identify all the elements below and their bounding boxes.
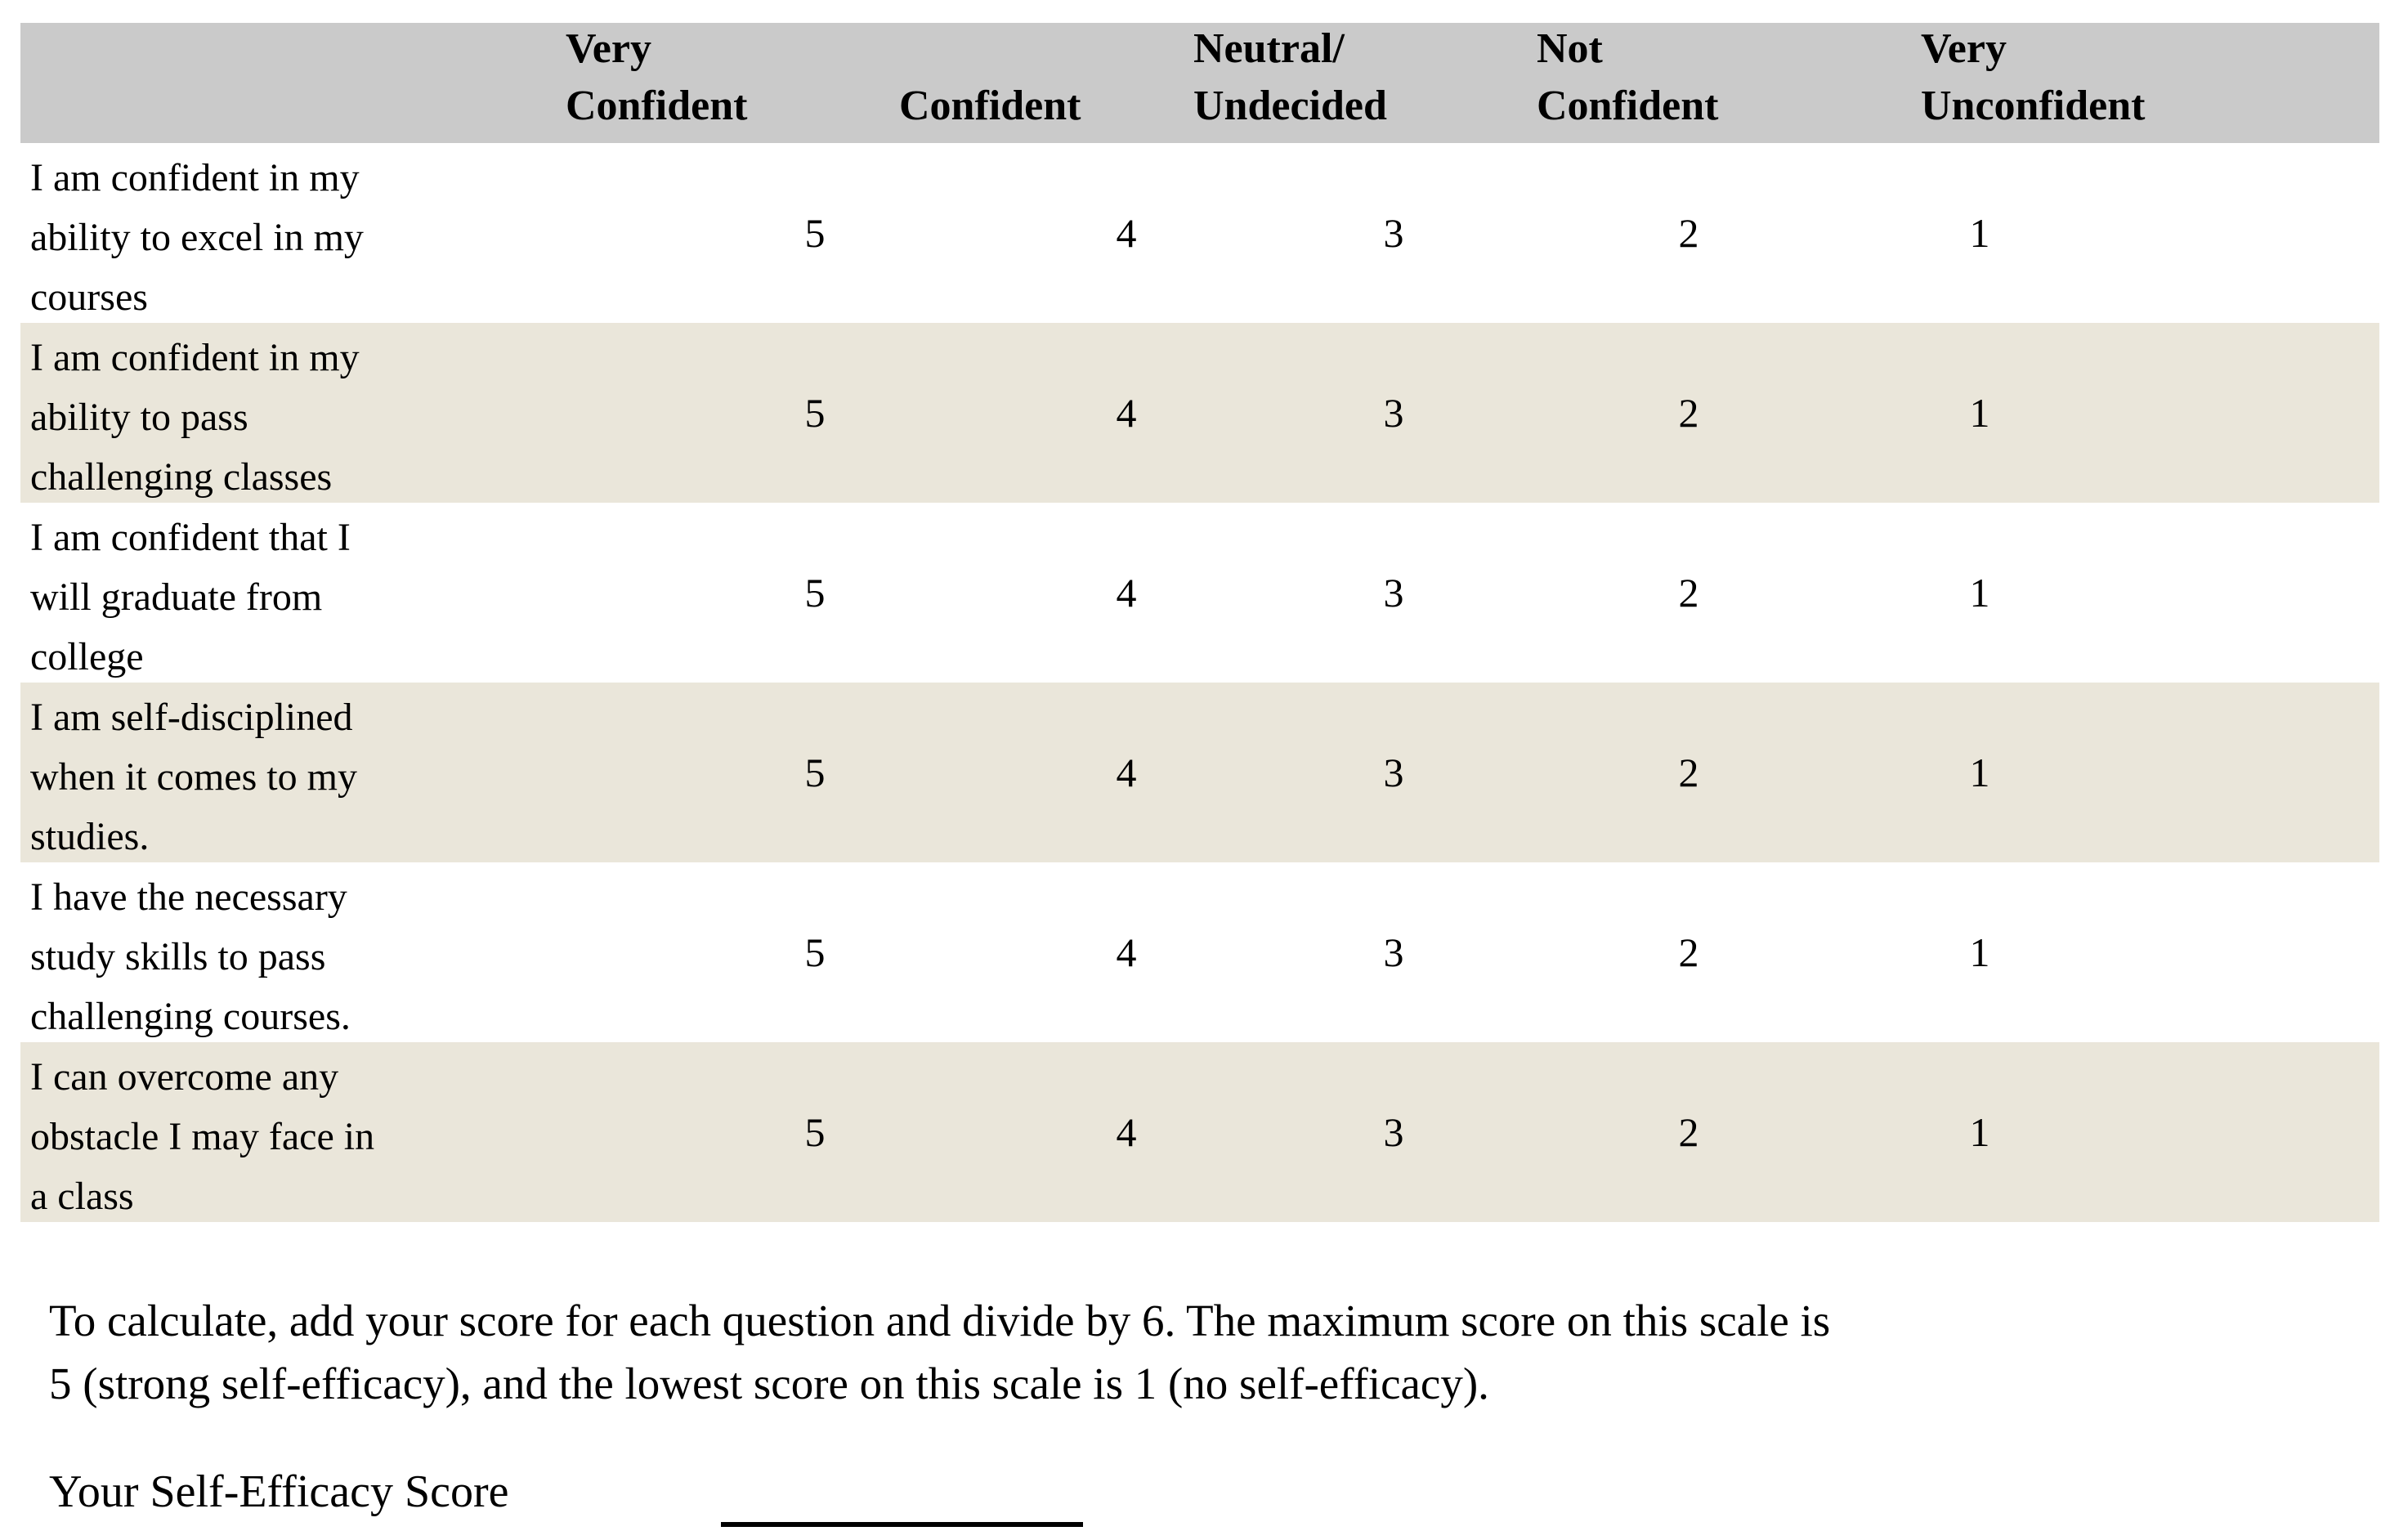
rating-cell-5[interactable]: 5 bbox=[804, 750, 826, 795]
rating-cell-4[interactable]: 4 bbox=[1116, 570, 1137, 616]
rating-cell-4[interactable]: 4 bbox=[1116, 929, 1137, 975]
rating-cell-1[interactable]: 1 bbox=[1969, 1109, 1990, 1155]
question-text: I am confident in my ability to pass cha… bbox=[30, 336, 360, 499]
question-text: I can overcome any obstacle I may face i… bbox=[30, 1055, 375, 1218]
question-row: I am confident in my ability to excel in… bbox=[20, 143, 2379, 323]
rating-cell-1[interactable]: 1 bbox=[1969, 929, 1990, 975]
rating-cell-2[interactable]: 2 bbox=[1678, 929, 1699, 975]
question-text: I am self-disciplined when it comes to m… bbox=[30, 696, 357, 858]
rating-cell-5[interactable]: 5 bbox=[804, 929, 826, 975]
rating-cell-2[interactable]: 2 bbox=[1678, 750, 1699, 795]
rating-cell-5[interactable]: 5 bbox=[804, 570, 826, 616]
rating-cell-5[interactable]: 5 bbox=[804, 210, 826, 256]
table-header-row: Very Confident Confident Neutral/ Undeci… bbox=[20, 23, 2379, 143]
rating-cell-2[interactable]: 2 bbox=[1678, 1109, 1699, 1155]
rating-cell-3[interactable]: 3 bbox=[1383, 929, 1404, 975]
rating-cell-4[interactable]: 4 bbox=[1116, 1109, 1137, 1155]
rating-cell-5[interactable]: 5 bbox=[804, 390, 826, 436]
rating-cell-1[interactable]: 1 bbox=[1969, 210, 1990, 256]
question-text: I am confident in my ability to excel in… bbox=[30, 156, 364, 319]
rating-cell-5[interactable]: 5 bbox=[804, 1109, 826, 1155]
score-label: Your Self-Efficacy Score bbox=[49, 1466, 509, 1517]
self-efficacy-table: Very Confident Confident Neutral/ Undeci… bbox=[20, 23, 2379, 1222]
rating-cell-3[interactable]: 3 bbox=[1383, 210, 1404, 256]
question-row: I am confident in my ability to pass cha… bbox=[20, 323, 2379, 503]
question-text: I am confident that I will graduate from… bbox=[30, 516, 351, 678]
rating-cell-1[interactable]: 1 bbox=[1969, 390, 1990, 436]
rating-cell-4[interactable]: 4 bbox=[1116, 390, 1137, 436]
rating-cell-3[interactable]: 3 bbox=[1383, 750, 1404, 795]
question-row: I am self-disciplined when it comes to m… bbox=[20, 683, 2379, 862]
score-blank-line[interactable] bbox=[721, 1522, 1083, 1527]
rating-cell-3[interactable]: 3 bbox=[1383, 390, 1404, 436]
rating-cell-4[interactable]: 4 bbox=[1116, 210, 1137, 256]
rating-cell-1[interactable]: 1 bbox=[1969, 750, 1990, 795]
column-header-neutral-undecided: Neutral/ Undecided bbox=[1193, 25, 1387, 129]
column-header-confident: Confident bbox=[899, 83, 1081, 129]
question-text: I have the necessary study skills to pas… bbox=[30, 875, 351, 1038]
scoring-instructions: To calculate, add your score for each qu… bbox=[49, 1296, 1831, 1408]
question-row: I am confident that I will graduate from… bbox=[20, 503, 2379, 683]
rating-cell-3[interactable]: 3 bbox=[1383, 1109, 1404, 1155]
column-header-very-confident: Very Confident bbox=[566, 25, 748, 129]
rating-cell-2[interactable]: 2 bbox=[1678, 210, 1699, 256]
rating-cell-4[interactable]: 4 bbox=[1116, 750, 1137, 795]
rating-cell-1[interactable]: 1 bbox=[1969, 570, 1990, 616]
rating-cell-3[interactable]: 3 bbox=[1383, 570, 1404, 616]
column-header-very-unconfident: Very Unconfident bbox=[1921, 25, 2146, 129]
question-row: I can overcome any obstacle I may face i… bbox=[20, 1042, 2379, 1222]
question-row: I have the necessary study skills to pas… bbox=[20, 862, 2379, 1042]
rating-cell-2[interactable]: 2 bbox=[1678, 390, 1699, 436]
rating-cell-2[interactable]: 2 bbox=[1678, 570, 1699, 616]
column-header-not-confident: Not Confident bbox=[1537, 25, 1719, 129]
